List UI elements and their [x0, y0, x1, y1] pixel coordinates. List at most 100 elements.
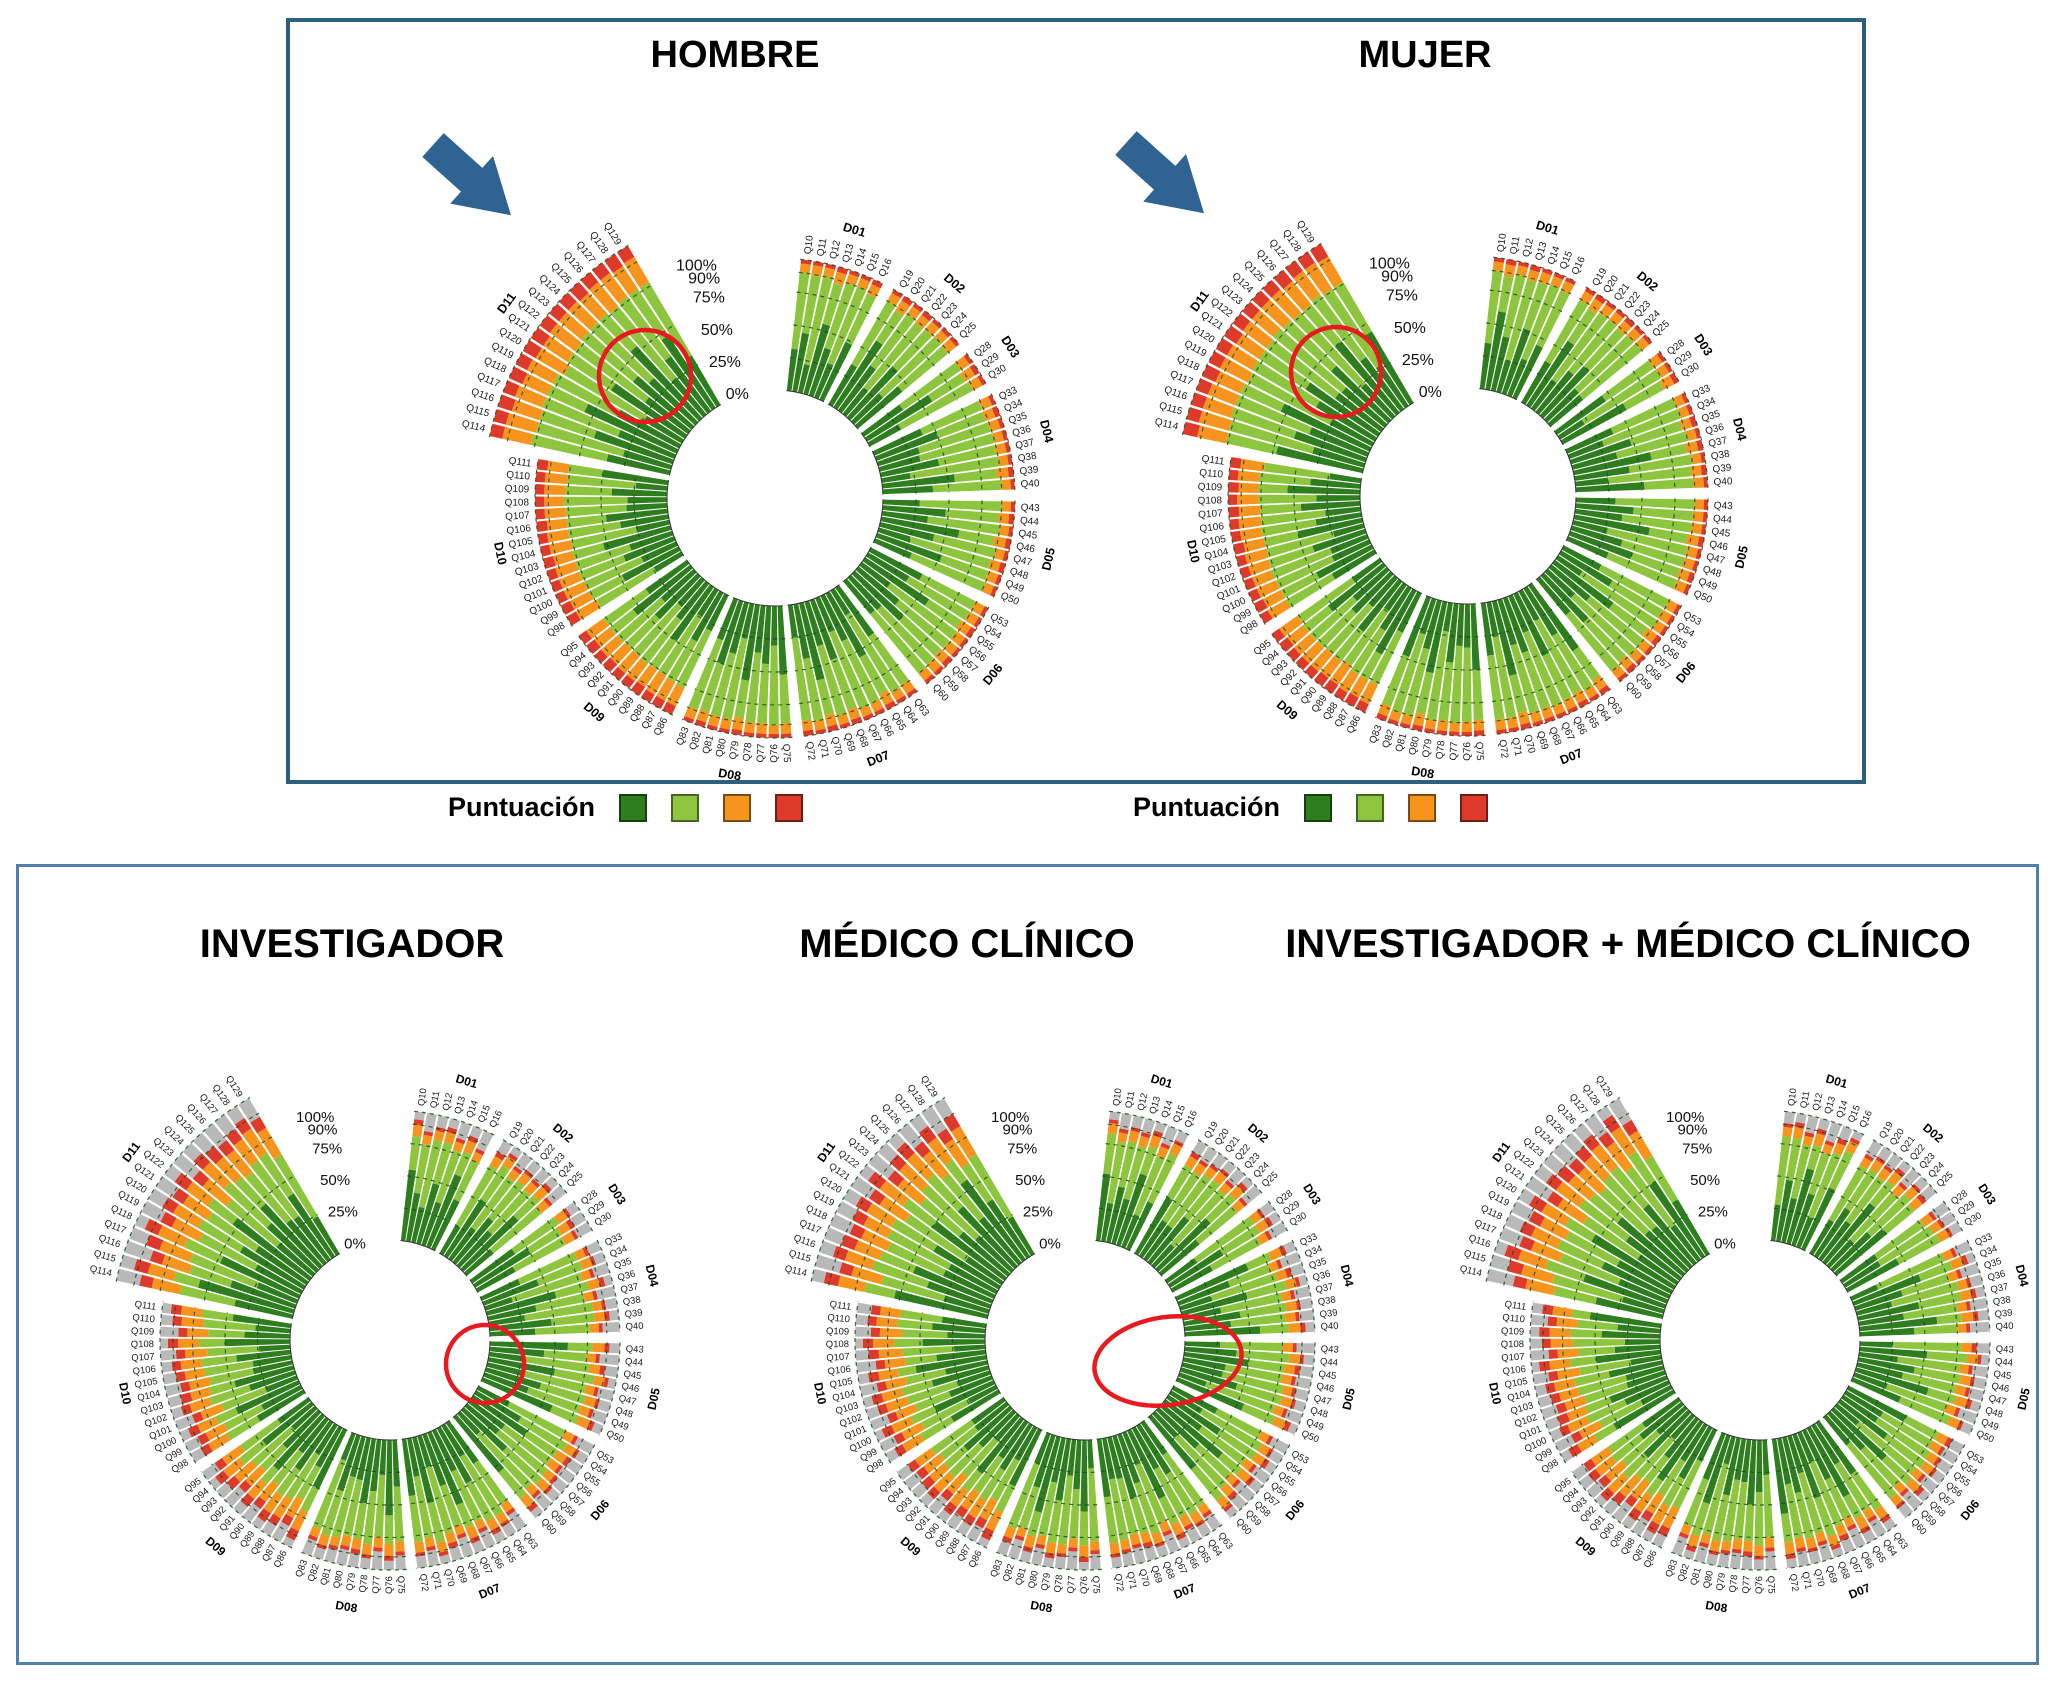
svg-text:Q70: Q70 [829, 736, 844, 757]
svg-text:Q13: Q13 [1148, 1095, 1164, 1115]
svg-text:Q75: Q75 [1473, 741, 1485, 761]
svg-text:Q46: Q46 [620, 1381, 640, 1395]
svg-text:Q77: Q77 [371, 1575, 383, 1594]
svg-text:D03: D03 [1300, 1181, 1324, 1207]
svg-text:Q13: Q13 [1534, 240, 1550, 262]
svg-text:Q115: Q115 [787, 1248, 812, 1265]
percent-axis: 100%90% 75% 50% 25% 0% [1666, 1109, 1736, 1252]
svg-text:Q105: Q105 [829, 1376, 854, 1391]
svg-text:Q78: Q78 [1727, 1574, 1740, 1593]
svg-text:Q47: Q47 [1012, 554, 1033, 569]
svg-text:D10: D10 [1184, 539, 1202, 564]
svg-text:Q77: Q77 [1066, 1575, 1078, 1594]
svg-text:25%: 25% [1023, 1204, 1053, 1221]
svg-text:Q38: Q38 [1710, 449, 1731, 463]
svg-text:Q107: Q107 [131, 1351, 155, 1364]
svg-text:D06: D06 [588, 1497, 613, 1523]
svg-text:Q80: Q80 [331, 1570, 346, 1590]
svg-text:Q13: Q13 [841, 242, 857, 264]
svg-text:Q12: Q12 [1136, 1092, 1151, 1112]
svg-text:Q35: Q35 [613, 1256, 634, 1272]
svg-text:D11: D11 [1489, 1139, 1513, 1165]
svg-text:Q75: Q75 [780, 743, 792, 763]
svg-text:D05: D05 [1732, 544, 1751, 569]
svg-text:D08: D08 [717, 766, 742, 784]
svg-text:90%: 90% [307, 1122, 337, 1139]
svg-text:Q71: Q71 [429, 1571, 443, 1591]
chart-title-hombre: HOMBRE [650, 34, 820, 76]
svg-text:Q111: Q111 [508, 456, 533, 470]
svg-text:Q106: Q106 [1199, 521, 1225, 535]
svg-text:Q106: Q106 [827, 1364, 851, 1378]
svg-text:D07: D07 [1847, 1581, 1873, 1602]
chart-mujer: Q10 Q11Q12Q13Q14Q15Q16D01Q19Q20Q21Q22Q23Q… [1115, 131, 1751, 782]
svg-text:Q77: Q77 [1448, 741, 1460, 761]
svg-text:Q104: Q104 [136, 1388, 161, 1404]
svg-text:Q76: Q76 [1079, 1576, 1090, 1594]
svg-text:Q72: Q72 [1787, 1573, 1800, 1592]
svg-text:Q104: Q104 [1506, 1388, 1531, 1404]
svg-text:90%: 90% [1677, 1122, 1707, 1139]
svg-text:Q35: Q35 [1308, 1256, 1329, 1272]
svg-text:Q10: Q10 [416, 1088, 429, 1107]
svg-text:Q82: Q82 [1001, 1563, 1017, 1584]
svg-text:Q109: Q109 [826, 1326, 850, 1338]
svg-text:Q36: Q36 [1011, 424, 1033, 440]
svg-text:Q70: Q70 [1811, 1568, 1826, 1588]
svg-text:Q48: Q48 [1984, 1405, 2004, 1421]
svg-text:Q80: Q80 [714, 737, 729, 758]
svg-text:Q82: Q82 [1676, 1563, 1692, 1584]
svg-text:Q48: Q48 [614, 1405, 634, 1421]
bars-and-labels: Q10Q11Q12Q13Q14Q15Q16D01Q19Q20Q21Q22Q23Q… [88, 1071, 662, 1615]
svg-text:Q44: Q44 [1995, 1356, 2014, 1369]
svg-text:Q11: Q11 [815, 237, 829, 257]
svg-text:Q47: Q47 [1312, 1393, 1332, 1408]
svg-text:D01: D01 [1149, 1071, 1174, 1091]
svg-text:Q75: Q75 [1090, 1575, 1102, 1593]
svg-text:Q70: Q70 [441, 1568, 456, 1588]
svg-text:Q46: Q46 [1990, 1381, 2010, 1395]
svg-text:D08: D08 [1410, 764, 1435, 782]
svg-text:D06: D06 [1283, 1497, 1308, 1523]
svg-text:Q80: Q80 [1407, 735, 1422, 756]
svg-text:Q115: Q115 [1462, 1248, 1487, 1265]
blue-arrow-icon [422, 133, 512, 216]
svg-text:Q104: Q104 [1203, 546, 1230, 562]
top-panel [286, 18, 1866, 784]
svg-text:Q12: Q12 [1811, 1092, 1826, 1112]
svg-text:Q72: Q72 [1496, 739, 1510, 760]
svg-text:Q12: Q12 [441, 1092, 456, 1112]
svg-text:100%: 100% [296, 1109, 334, 1126]
svg-text:Q35: Q35 [1983, 1256, 2004, 1272]
svg-text:Q11: Q11 [1508, 235, 1522, 255]
svg-text:D04: D04 [2013, 1263, 2032, 1288]
svg-text:Q106: Q106 [506, 523, 532, 537]
svg-text:Q107: Q107 [1501, 1351, 1525, 1364]
svg-text:75%: 75% [312, 1141, 342, 1158]
bars-and-labels: Q10Q11Q12Q13Q14Q15Q16D01Q19Q20Q21Q22Q23Q… [783, 1071, 1357, 1615]
svg-text:D06: D06 [1958, 1497, 1983, 1523]
svg-text:Q76: Q76 [1754, 1576, 1765, 1594]
chart-investigador: Q10Q11Q12Q13Q14Q15Q16D01Q19Q20Q21Q22Q23Q… [88, 1071, 662, 1615]
svg-text:Q43: Q43 [1321, 1344, 1339, 1356]
svg-text:Q69: Q69 [1823, 1564, 1839, 1584]
svg-text:Q76: Q76 [384, 1576, 395, 1594]
svg-text:Q38: Q38 [1317, 1294, 1337, 1308]
svg-text:Q45: Q45 [623, 1369, 642, 1382]
svg-text:Q77: Q77 [755, 743, 767, 763]
svg-text:Q39: Q39 [1319, 1307, 1338, 1320]
svg-text:Q47: Q47 [1705, 552, 1726, 567]
svg-text:D04: D04 [643, 1263, 662, 1288]
svg-text:Q79: Q79 [1039, 1572, 1053, 1592]
svg-text:Q71: Q71 [1124, 1571, 1138, 1591]
svg-text:Q39: Q39 [1994, 1307, 2013, 1320]
svg-text:Q109: Q109 [131, 1326, 155, 1338]
svg-text:Q44: Q44 [1712, 513, 1732, 526]
svg-text:0%: 0% [726, 386, 749, 403]
svg-text:Q39: Q39 [624, 1307, 643, 1320]
svg-text:Q40: Q40 [1020, 478, 1040, 490]
svg-text:Q108: Q108 [826, 1339, 849, 1350]
svg-text:D11: D11 [119, 1139, 143, 1165]
svg-text:Q110: Q110 [506, 470, 531, 483]
legend-swatch-light-green [1356, 793, 1384, 822]
